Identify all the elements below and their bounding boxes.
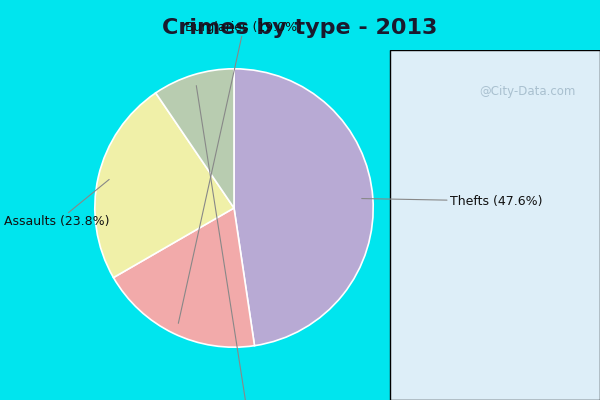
Wedge shape bbox=[113, 208, 254, 347]
Text: Burglaries (19.0%): Burglaries (19.0%) bbox=[178, 20, 302, 323]
Wedge shape bbox=[155, 69, 234, 208]
FancyBboxPatch shape bbox=[390, 50, 600, 400]
Text: Rapes (9.5%): Rapes (9.5%) bbox=[196, 86, 290, 400]
Wedge shape bbox=[95, 93, 234, 278]
Wedge shape bbox=[234, 69, 373, 346]
Text: Assaults (23.8%): Assaults (23.8%) bbox=[4, 180, 110, 228]
Text: Thefts (47.6%): Thefts (47.6%) bbox=[362, 194, 542, 208]
Text: Crimes by type - 2013: Crimes by type - 2013 bbox=[163, 18, 437, 38]
Text: @City-Data.com: @City-Data.com bbox=[479, 85, 576, 98]
